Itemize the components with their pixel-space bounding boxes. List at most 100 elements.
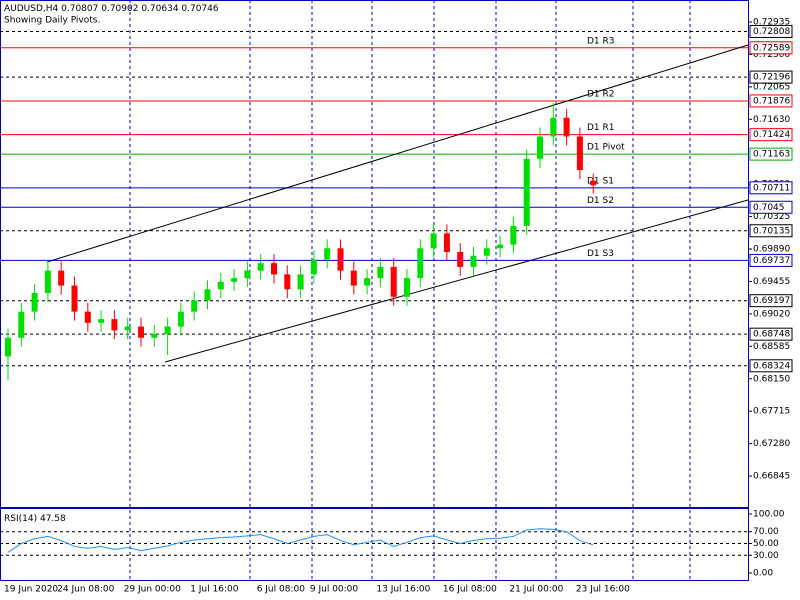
x-tick-label: 9 Jul 00:00 xyxy=(310,585,359,595)
x-tick-label: 21 Jul 00:00 xyxy=(509,585,563,595)
candle-body xyxy=(18,311,25,338)
x-tick-label: 13 Jul 16:00 xyxy=(376,585,430,595)
level-box xyxy=(749,253,793,267)
level-label: 0.69737 xyxy=(753,256,790,266)
level-label: 0.71424 xyxy=(753,130,790,140)
y-tick-label: 0.68150 xyxy=(753,374,790,384)
rsi-tick-label: 100.00 xyxy=(753,510,785,520)
y-tick-label: 0.66845 xyxy=(753,472,790,482)
candle-body xyxy=(576,136,583,170)
candle-body xyxy=(44,270,51,294)
candle-body xyxy=(417,248,424,279)
candle-body xyxy=(523,158,530,226)
level-box xyxy=(749,327,793,341)
rsi-tick-label: 0.00 xyxy=(753,569,773,579)
high: 0.70902 xyxy=(101,4,138,14)
y-tick-label: 0.72935 xyxy=(753,17,790,27)
candle-body xyxy=(497,244,504,249)
main-pane xyxy=(0,0,749,508)
candle-body xyxy=(297,274,304,290)
x-tick-label: 16 Jul 08:00 xyxy=(443,585,497,595)
header: AUDUSD,H4 0.70807 0.70902 0.70634 0.7074… xyxy=(4,4,219,14)
rsi-line xyxy=(7,528,594,553)
candle-body xyxy=(443,233,450,253)
level-name: D1 R2 xyxy=(587,89,615,99)
level-label: 0.7045 xyxy=(753,203,785,213)
candle-body xyxy=(537,136,543,159)
candle-body xyxy=(244,270,251,279)
candle-body xyxy=(390,266,397,297)
subtitle: Showing Daily Pivots. xyxy=(4,16,100,26)
open: 0.70807 xyxy=(61,4,98,14)
candle-body xyxy=(151,334,158,338)
level-label: 0.68324 xyxy=(753,361,790,371)
candle-body xyxy=(284,274,291,290)
rsi-name: RSI(14) xyxy=(4,514,37,524)
candle-body xyxy=(191,300,198,312)
y-tick-label: 0.72065 xyxy=(753,82,790,92)
candle-body xyxy=(71,285,78,312)
candle-body xyxy=(271,263,277,275)
level-label: 0.72808 xyxy=(753,27,790,37)
close: 0.70746 xyxy=(181,4,218,14)
symbol: AUDUSD,H4 xyxy=(4,4,59,14)
level-box xyxy=(749,70,793,84)
candle-body xyxy=(550,117,557,137)
y-tick-label: 0.69020 xyxy=(753,309,790,319)
candle-body xyxy=(217,281,224,290)
level-label: 0.69197 xyxy=(753,296,790,306)
level-name: D1 S1 xyxy=(587,176,614,186)
low: 0.70634 xyxy=(141,4,178,14)
level-box xyxy=(749,128,793,142)
level-label: 0.70135 xyxy=(753,226,790,236)
candle-body xyxy=(404,278,410,297)
rsi-tick-label: 50.00 xyxy=(753,539,779,549)
candle-body xyxy=(138,326,144,338)
candle-body xyxy=(364,278,371,286)
x-tick-label: 29 Jun 00:00 xyxy=(124,585,181,595)
candle-body xyxy=(31,293,38,312)
candle-body xyxy=(350,270,357,286)
level-box xyxy=(749,224,793,238)
level-label: 0.70711 xyxy=(753,183,790,193)
candle-body xyxy=(470,255,477,267)
level-name: D1 S3 xyxy=(587,249,614,259)
candle-body xyxy=(324,248,331,260)
candle-body xyxy=(98,319,105,323)
level-box xyxy=(749,294,793,308)
y-tick-label: 0.72500 xyxy=(753,50,790,60)
candle-body xyxy=(377,266,384,279)
y-tick-label: 0.69455 xyxy=(753,277,790,287)
candle-body xyxy=(177,311,184,327)
time-grid xyxy=(129,0,691,580)
level-box xyxy=(749,147,793,161)
level-box xyxy=(749,24,793,38)
candle-body xyxy=(483,248,490,256)
candle-body xyxy=(58,270,65,286)
level-box xyxy=(749,94,793,108)
level-box xyxy=(749,359,793,373)
level-box xyxy=(749,181,793,195)
x-tick-label: 24 Jun 08:00 xyxy=(57,585,114,595)
level-box xyxy=(749,200,793,214)
rsi-header: RSI(14) 47.58 xyxy=(4,514,66,524)
candle-body xyxy=(111,319,118,331)
x-tick-label: 19 Jun 2020 xyxy=(4,585,58,595)
channel-upper xyxy=(46,44,749,263)
level-name: D1 S2 xyxy=(587,196,614,206)
y-tick-label: 0.70325 xyxy=(753,212,790,222)
x-tick-label: 1 Jul 16:00 xyxy=(190,585,239,595)
level-name: D1 Pivot xyxy=(587,143,625,153)
level-name: D1 R3 xyxy=(587,36,615,46)
y-tick-label: 0.69890 xyxy=(753,245,790,255)
candle-body xyxy=(457,252,464,267)
candle-body xyxy=(337,248,344,271)
candle-body xyxy=(510,225,517,245)
x-tick-label: 6 Jul 08:00 xyxy=(257,585,306,595)
rsi-pane xyxy=(0,508,749,581)
level-label: 0.71876 xyxy=(753,96,790,106)
candle-body xyxy=(430,233,437,249)
channel-lower xyxy=(164,199,749,363)
